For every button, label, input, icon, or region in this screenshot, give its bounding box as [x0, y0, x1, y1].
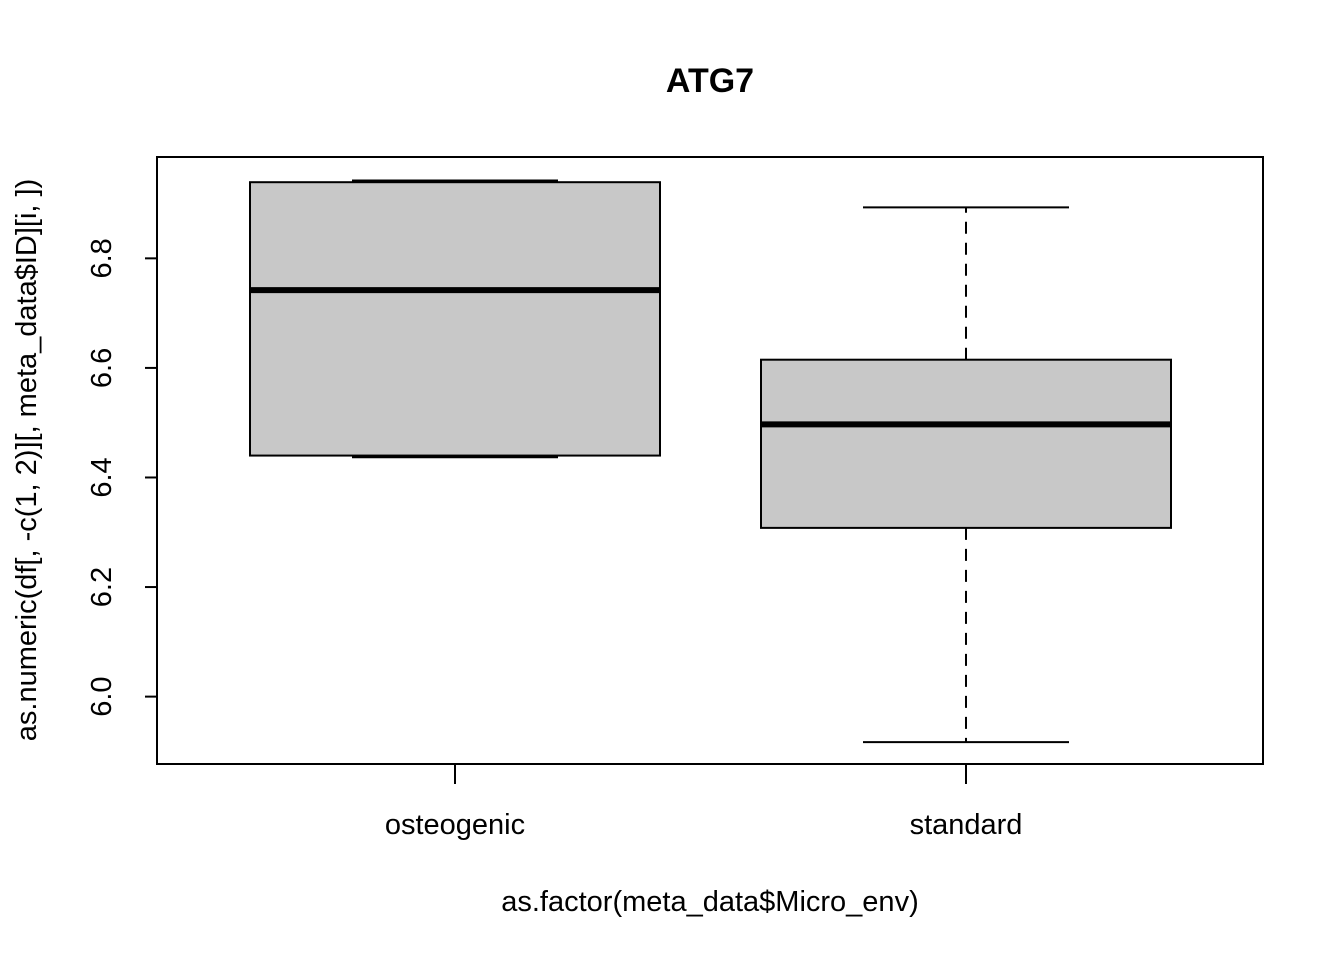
x-tick-label: standard: [910, 809, 1023, 841]
x-axis: osteogenic standard: [385, 763, 1023, 841]
y-axis: 6.0 6.2 6.4 6.6 6.8: [86, 238, 158, 717]
x-tick-label: osteogenic: [385, 809, 525, 841]
box-osteogenic: [249, 179, 661, 459]
chart-marks: [249, 179, 1172, 744]
chart-title: ATG7: [666, 62, 754, 100]
iqr-box: [760, 358, 1172, 529]
y-tick-label: 6.0: [86, 676, 118, 716]
x-axis-title: as.factor(meta_data$Micro_env): [501, 886, 918, 918]
iqr-box: [249, 181, 661, 457]
y-tick-label: 6.6: [86, 348, 118, 388]
y-tick-label: 6.8: [86, 238, 118, 278]
y-tick-label: 6.2: [86, 567, 118, 607]
y-axis-title: as.numeric(df[, -c(1, 2)][, meta_data$ID…: [11, 179, 43, 741]
box-standard: [760, 206, 1172, 744]
y-tick-label: 6.4: [86, 457, 118, 497]
